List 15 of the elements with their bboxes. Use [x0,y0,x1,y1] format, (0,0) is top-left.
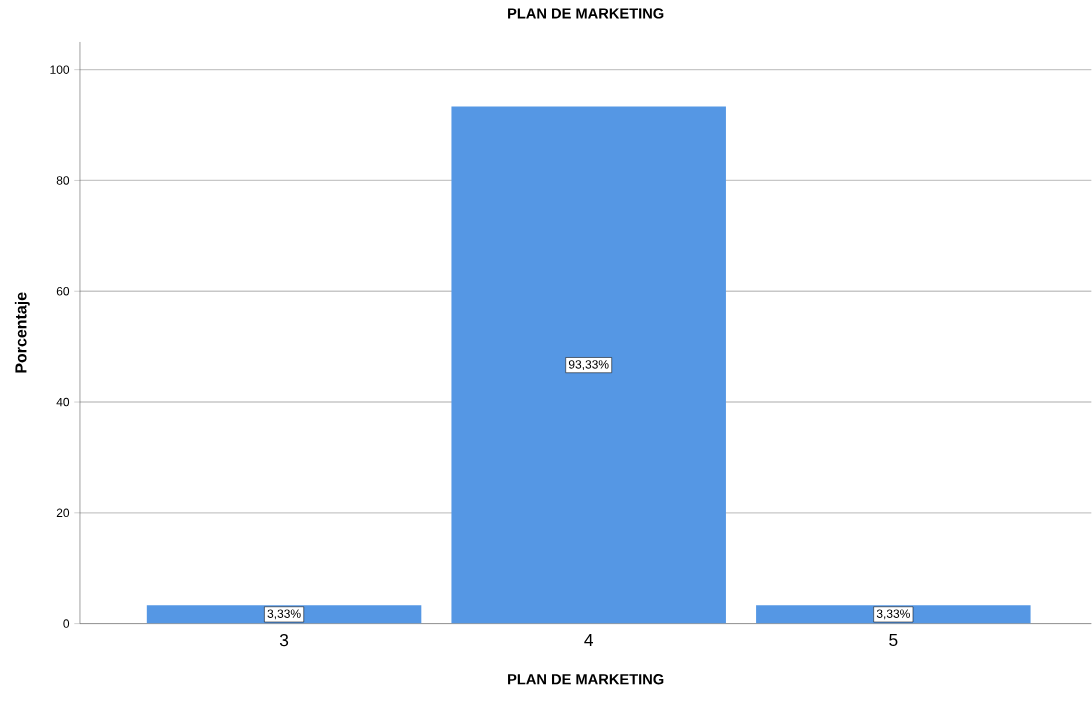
x-tick-label: 3 [279,634,289,647]
y-tick-label: 100 [50,65,70,75]
x-tick-label: 5 [889,634,898,647]
data-label: 93,33% [568,360,609,371]
y-tick-label: 80 [56,176,70,185]
x-axis-title: PLAN DE MARKETING [508,674,664,685]
data-label: 3,33% [876,609,910,620]
y-axis-title: Porcentaje [14,292,30,373]
y-tick-label: 20 [56,508,70,518]
y-tick-label: 40 [56,398,70,407]
x-tick-label: 4 [584,634,594,647]
y-tick-label: 0 [63,619,70,629]
data-label: 3,33% [267,609,301,620]
chart-title: PLAN DE MARKETING [508,8,664,19]
y-tick-label: 60 [56,287,70,296]
